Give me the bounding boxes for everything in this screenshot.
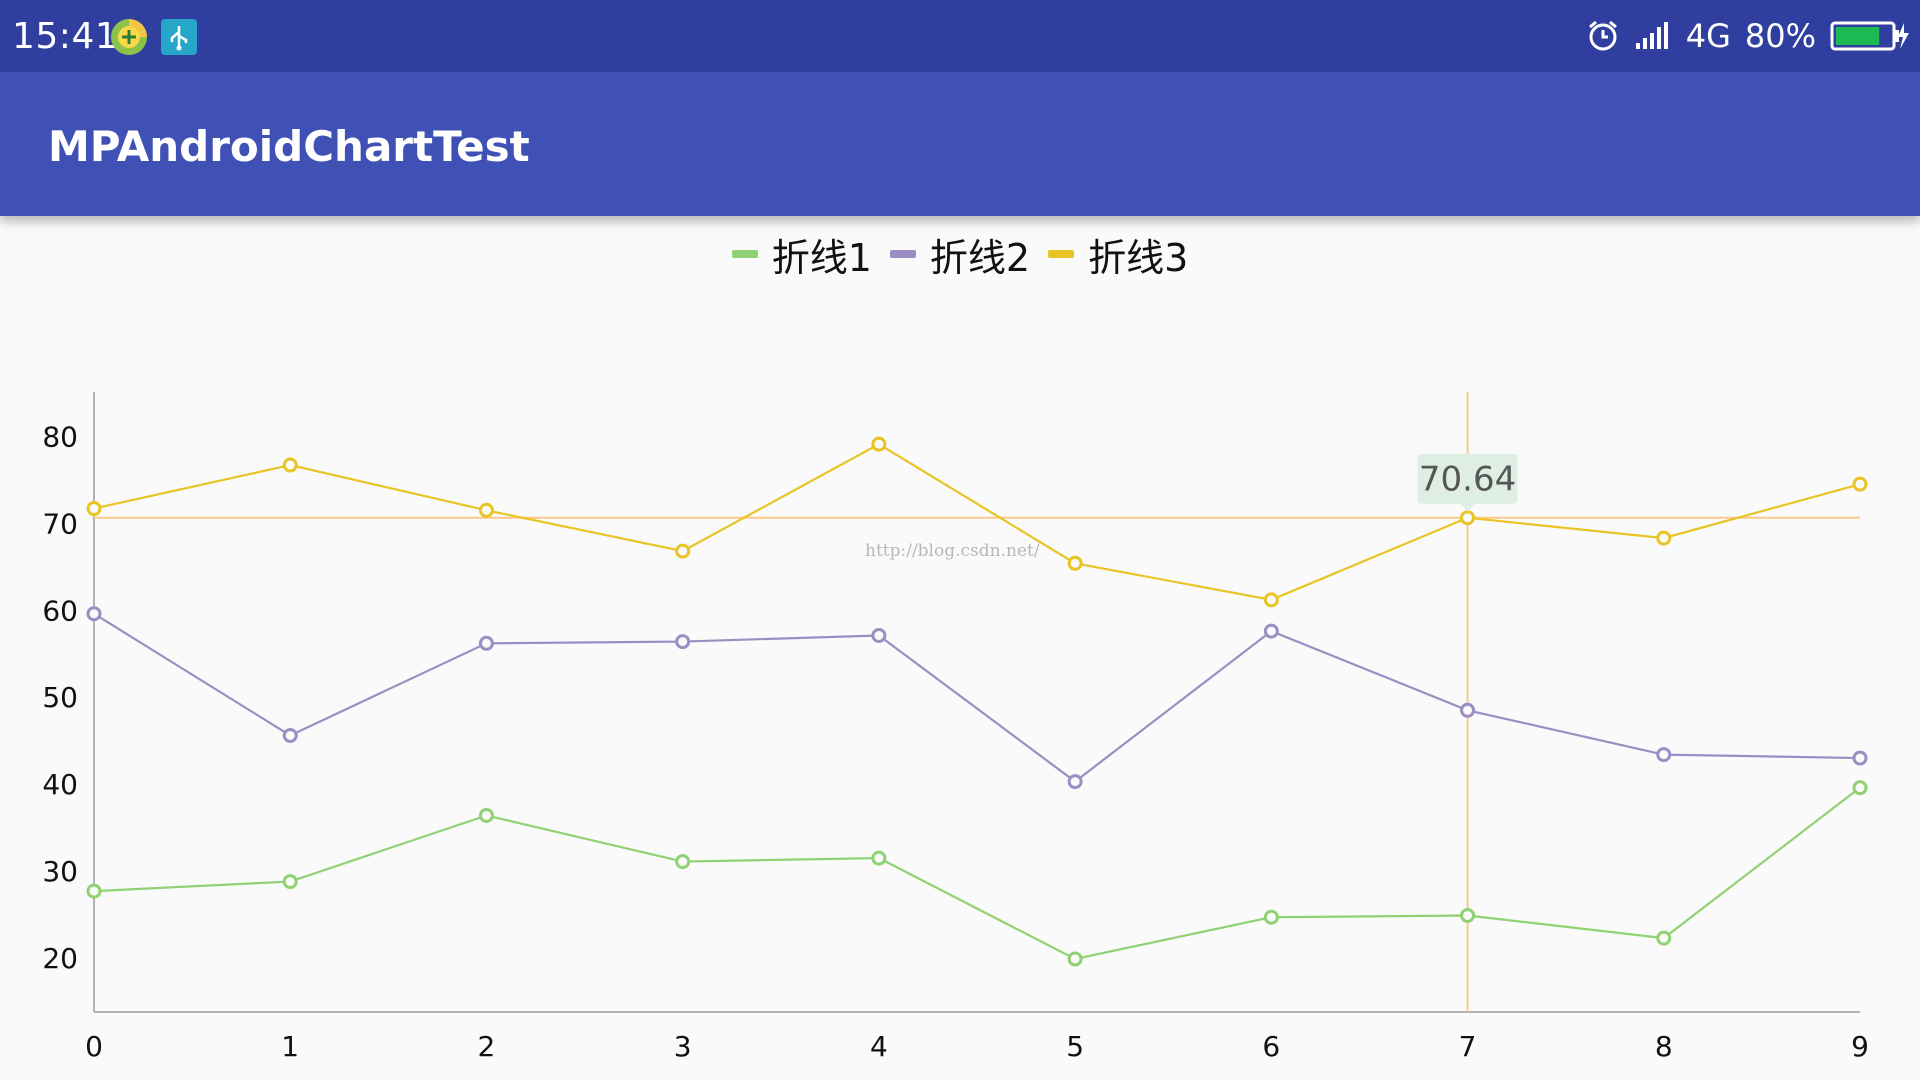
data-point — [675, 854, 691, 870]
highlight-crosshair — [94, 392, 1860, 1012]
usb-icon — [161, 19, 197, 55]
x-tick-label: 6 — [1262, 1030, 1280, 1063]
data-point — [675, 634, 691, 650]
series-3-line — [93, 442, 1861, 601]
y-tick-label: 60 — [42, 594, 78, 627]
legend-item-series1: 折线1 — [731, 227, 872, 282]
series-2 — [86, 606, 1868, 790]
y-tick-label: 70 — [42, 507, 78, 540]
data-point — [1067, 555, 1083, 571]
x-tick-label: 7 — [1459, 1030, 1477, 1063]
data-point — [1067, 951, 1083, 967]
chart-legend: 折线1 折线2 折线3 — [0, 224, 1920, 284]
data-point — [871, 627, 887, 643]
x-tick-label: 8 — [1655, 1030, 1673, 1063]
y-tick-label: 50 — [42, 681, 78, 714]
data-point — [478, 635, 494, 651]
legend-item-series3: 折线3 — [1048, 227, 1188, 282]
chart-series — [86, 436, 1868, 967]
data-point — [282, 874, 298, 890]
legend-label-series2: 折线2 — [929, 235, 1031, 280]
network-type: 4G — [1685, 17, 1731, 55]
status-right-group: 4G 80% — [1586, 12, 1910, 60]
series-3 — [86, 436, 1868, 608]
data-point — [1656, 530, 1672, 546]
x-tick-label: 3 — [674, 1030, 692, 1063]
data-point — [1656, 747, 1672, 763]
data-point — [1656, 930, 1672, 946]
data-point — [478, 807, 494, 823]
legend-swatch-series2 — [889, 250, 916, 258]
alarm-icon — [1588, 20, 1617, 51]
highlight-marker-label: 70.64 — [1419, 460, 1516, 500]
x-tick-label: 0 — [85, 1030, 103, 1063]
data-point — [1852, 750, 1868, 766]
y-tick-label: 20 — [42, 942, 78, 975]
data-point — [1460, 907, 1476, 923]
watermark-text: http://blog.csdn.net/ — [865, 541, 1040, 561]
highlight-marker-pointer — [1460, 503, 1475, 512]
battery-percent: 80% — [1744, 17, 1816, 55]
y-tick-label: 80 — [42, 420, 78, 453]
x-tick-label: 1 — [281, 1030, 299, 1063]
data-point — [282, 727, 298, 743]
x-axis-ticks: 0 1 2 3 4 5 6 7 8 9 — [85, 1030, 1869, 1063]
status-bar: 15:41 4G 80% — [0, 0, 1920, 72]
data-point — [1263, 592, 1279, 608]
data-point — [282, 457, 298, 473]
highlight-marker: 70.64 — [1417, 453, 1518, 512]
data-point — [1263, 909, 1279, 925]
x-tick-label: 2 — [478, 1030, 496, 1063]
data-point — [675, 543, 691, 559]
line-chart[interactable]: http://blog.csdn.net/ 20 30 40 50 60 70 80 0 1 2… — [0, 216, 1920, 1080]
app-bar: MPAndroidChartTest — [0, 72, 1920, 216]
x-tick-label: 5 — [1066, 1030, 1084, 1063]
legend-swatch-series3 — [1048, 250, 1075, 258]
data-point — [478, 502, 494, 518]
data-point — [871, 850, 887, 866]
status-time: 15:41 — [12, 16, 119, 57]
x-tick-label: 9 — [1851, 1030, 1869, 1063]
legend-label-series3: 折线3 — [1088, 235, 1189, 280]
data-point — [1852, 476, 1868, 492]
series-1 — [86, 780, 1868, 967]
signal-icon — [1635, 22, 1668, 49]
legend-label-series1: 折线1 — [771, 235, 872, 280]
data-point — [86, 501, 102, 517]
y-tick-label: 40 — [42, 768, 78, 801]
highlight-marker-box — [1417, 453, 1518, 504]
x-tick-label: 4 — [870, 1030, 888, 1063]
series-2-line — [93, 612, 1861, 783]
battery-icon — [1830, 21, 1909, 51]
data-point — [86, 883, 102, 899]
data-point — [1263, 623, 1279, 639]
plus-app-icon — [111, 19, 147, 55]
data-point — [1852, 780, 1868, 796]
data-point — [871, 436, 887, 452]
legend-item-series2: 折线2 — [889, 227, 1031, 282]
chart-axes — [93, 392, 1860, 1013]
data-point — [1067, 774, 1083, 790]
data-point — [1460, 510, 1476, 526]
y-tick-label: 30 — [42, 855, 78, 888]
data-point — [86, 606, 102, 622]
series-1-line — [93, 786, 1861, 961]
y-axis-ticks: 20 30 40 50 60 70 80 — [42, 420, 78, 975]
data-point — [1460, 702, 1476, 718]
app-title: MPAndroidChartTest — [48, 122, 530, 171]
legend-swatch-series1 — [731, 250, 758, 258]
